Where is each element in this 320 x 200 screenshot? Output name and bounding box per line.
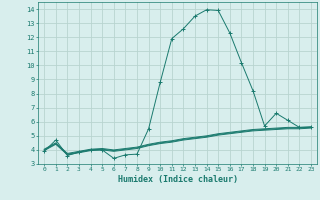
X-axis label: Humidex (Indice chaleur): Humidex (Indice chaleur): [118, 175, 238, 184]
